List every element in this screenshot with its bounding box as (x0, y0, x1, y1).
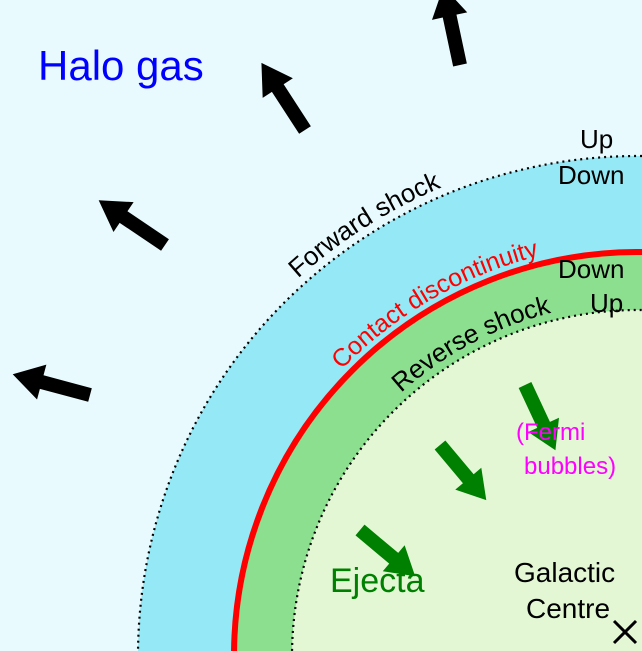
down-inner-label: Down (558, 254, 624, 284)
fermi1-label: (Fermi (516, 419, 585, 446)
galactic1-label: Galactic (514, 557, 615, 588)
down-outer-label: Down (558, 160, 624, 190)
up-outer-label: Up (580, 124, 613, 154)
up-inner-label: Up (590, 288, 623, 318)
fermi2-label: bubbles) (524, 453, 616, 480)
halo-gas-label: Halo gas (38, 42, 204, 89)
galactic2-label: Centre (526, 593, 610, 624)
ejecta-label: Ejecta (330, 562, 425, 600)
